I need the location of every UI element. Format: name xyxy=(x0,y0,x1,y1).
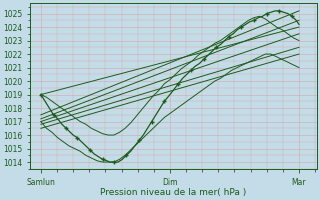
X-axis label: Pression niveau de la mer( hPa ): Pression niveau de la mer( hPa ) xyxy=(100,188,247,197)
